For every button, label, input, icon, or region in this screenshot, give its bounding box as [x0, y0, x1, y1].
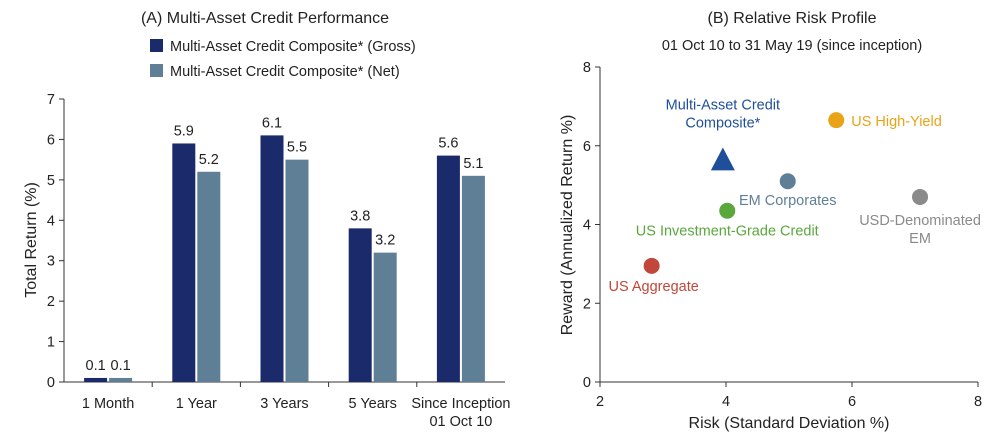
x-tick-label: 5 Years [349, 396, 397, 412]
x-tick-label: Since Inception [411, 396, 510, 412]
point-label: USD-Denominated [859, 213, 981, 229]
marker-circle [912, 188, 929, 205]
panel-b-x-axis-label: Risk (Standard Deviation %) [689, 415, 890, 432]
panel-b-y-axis-label: Reward (Annualized Return %) [559, 115, 576, 336]
bar-value-label: 0.1 [111, 358, 131, 374]
x-tick-label: 8 [974, 394, 982, 410]
bar-net [285, 159, 309, 382]
bar-value-label: 5.6 [438, 136, 458, 152]
y-tick-label: 4 [583, 218, 591, 234]
bar-gross [84, 377, 108, 382]
bar-gross [436, 155, 460, 382]
legend-label-net: Multi-Asset Credit Composite* (Net) [170, 64, 400, 80]
bar-value-label: 3.8 [350, 208, 370, 224]
legend-swatch-gross [150, 39, 163, 52]
panel-a-y-axis-label: Total Return (%) [23, 182, 40, 298]
bar-net [461, 175, 485, 382]
point-label: Composite* [685, 116, 760, 132]
bar-value-label: 6.1 [262, 115, 282, 131]
x-tick-label: 6 [848, 394, 856, 410]
x-tick-label: 4 [722, 394, 730, 410]
y-tick-label: 2 [583, 296, 591, 312]
point-label: US High-Yield [851, 114, 942, 130]
y-tick-label: 1 [47, 335, 55, 351]
panel-b-subtitle: 01 Oct 10 to 31 May 19 (since inception) [662, 38, 922, 54]
bar-net [197, 171, 221, 382]
y-tick-label: 8 [583, 60, 591, 76]
point-label: US Investment-Grade Credit [636, 224, 819, 240]
marker-circle [779, 173, 796, 190]
x-tick-label: 3 Years [260, 396, 308, 412]
panel-a-plot: 0 1 2 3 4 5 6 7 0.1 0.1 1 Month 5.9 5.2 1 Year 6.1 5.5 3… [47, 92, 511, 430]
y-tick-label: 6 [47, 132, 55, 148]
bar-value-label: 5.9 [174, 123, 194, 139]
bar-net [373, 252, 397, 382]
bar-gross [172, 143, 196, 382]
marker-circle [643, 257, 660, 274]
marker-circle [828, 112, 845, 129]
y-tick-label: 7 [47, 92, 55, 108]
y-tick-label: 2 [47, 294, 55, 310]
marker-circle [719, 202, 736, 219]
x-tick-label: 2 [596, 394, 604, 410]
bar-value-label: 5.1 [463, 156, 483, 172]
point-label: EM [909, 231, 931, 247]
x-tick-label: 1 Year [176, 396, 217, 412]
y-tick-label: 4 [47, 213, 55, 229]
bar-gross [348, 228, 372, 382]
y-tick-label: 3 [47, 254, 55, 270]
y-tick-label: 6 [583, 139, 591, 155]
x-tick-label: 1 Month [82, 396, 134, 412]
y-tick-label: 5 [47, 173, 55, 189]
panel-a-title: (A) Multi-Asset Credit Performance [141, 10, 389, 27]
y-tick-label: 0 [583, 375, 591, 391]
panel-b-title: (B) Relative Risk Profile [708, 10, 877, 27]
point-label: US Aggregate [609, 279, 699, 295]
legend-swatch-net [150, 64, 163, 77]
marker-triangle [710, 147, 735, 171]
bar-net [109, 377, 133, 382]
bar-value-label: 3.2 [375, 233, 395, 249]
bar-value-label: 5.2 [199, 152, 219, 168]
bar-value-label: 0.1 [86, 358, 106, 374]
bar-value-label: 5.5 [287, 140, 307, 156]
x-tick-label: 01 Oct 10 [429, 414, 492, 430]
legend-label-gross: Multi-Asset Credit Composite* (Gross) [170, 39, 416, 55]
point-label: Multi-Asset Credit [666, 98, 780, 114]
y-tick-label: 0 [47, 375, 55, 391]
bar-gross [260, 135, 284, 382]
point-label: EM Corporates [739, 193, 837, 209]
